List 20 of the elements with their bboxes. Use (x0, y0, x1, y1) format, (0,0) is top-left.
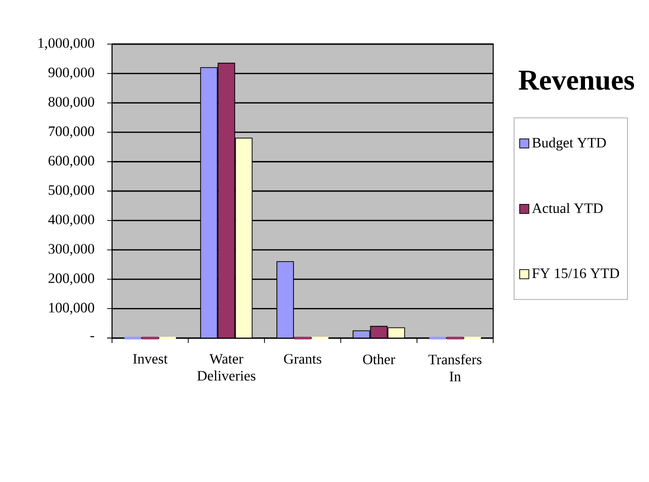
y-tick-label: 1,000,000 (38, 38, 94, 50)
legend-label: FY 15/16 YTD (532, 268, 620, 278)
x-tick-label: Invest (133, 354, 168, 364)
y-tick-label: 200,000 (48, 273, 94, 286)
y-tick-label: - (90, 336, 94, 338)
y-tick-label: 900,000 (48, 68, 94, 80)
y-tick-label: 800,000 (48, 96, 94, 109)
y-tick-label: 500,000 (48, 185, 94, 197)
x-tick-label: Water Deliveries (197, 354, 256, 381)
y-tick-label: 400,000 (48, 214, 94, 226)
y-tick-label: 600,000 (48, 156, 94, 168)
y-tick-label: 100,000 (49, 302, 94, 314)
legend-label: Actual YTD (532, 202, 603, 214)
text: Revenues (518, 70, 634, 90)
legend-label: Budget YTD (532, 137, 606, 150)
x-tick-label: Transfers In (428, 354, 482, 382)
y-tick-label: 700,000 (48, 126, 94, 138)
x-tick-label: Grants (284, 354, 322, 364)
x-tick-label: Other (363, 354, 396, 364)
y-tick-label: 300,000 (48, 244, 94, 256)
